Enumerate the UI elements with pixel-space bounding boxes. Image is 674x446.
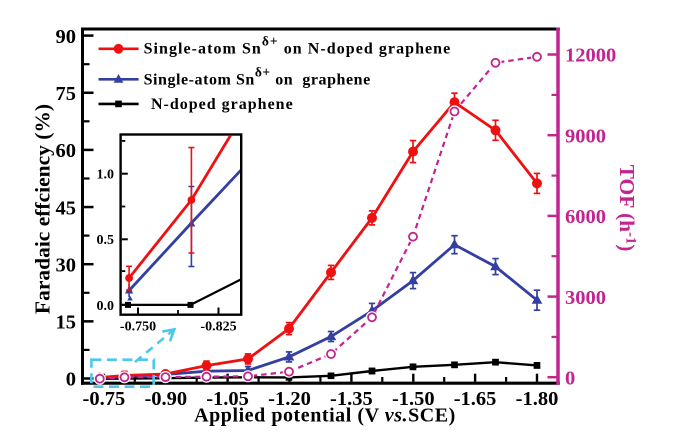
svg-text:-0.75: -0.75 <box>83 388 126 410</box>
svg-text:9000: 9000 <box>565 125 606 147</box>
svg-text:90: 90 <box>56 26 77 48</box>
svg-text:60: 60 <box>56 140 77 162</box>
svg-text:Applied potential (V vs.SCE): Applied potential (V vs.SCE) <box>194 405 456 427</box>
svg-text:45: 45 <box>56 197 77 219</box>
svg-text:-1.80: -1.80 <box>516 388 559 410</box>
svg-text:0.5: 0.5 <box>97 233 115 248</box>
svg-text:75: 75 <box>56 83 77 105</box>
svg-text:-1.50: -1.50 <box>392 388 435 410</box>
svg-text:-1.35: -1.35 <box>330 388 373 410</box>
svg-text:-1.65: -1.65 <box>454 388 497 410</box>
svg-text:12000: 12000 <box>565 45 616 67</box>
svg-text:Faradaic effciency (%): Faradaic effciency (%) <box>31 104 55 314</box>
svg-text:-0.750: -0.750 <box>120 319 156 334</box>
svg-text:-1.20: -1.20 <box>268 388 311 410</box>
svg-text:-1.05: -1.05 <box>206 388 249 410</box>
svg-text:0.0: 0.0 <box>97 299 115 314</box>
svg-text:30: 30 <box>56 254 77 276</box>
svg-text:0: 0 <box>565 367 575 389</box>
svg-text:N-doped graphene: N-doped graphene <box>151 96 294 113</box>
svg-text:15: 15 <box>56 312 77 334</box>
svg-text:6000: 6000 <box>565 206 606 228</box>
svg-text:-0.825: -0.825 <box>200 319 236 334</box>
svg-text:3000: 3000 <box>565 287 606 309</box>
svg-text:-0.90: -0.90 <box>144 388 187 410</box>
svg-text:1.0: 1.0 <box>97 168 115 183</box>
svg-text:0: 0 <box>66 369 76 391</box>
